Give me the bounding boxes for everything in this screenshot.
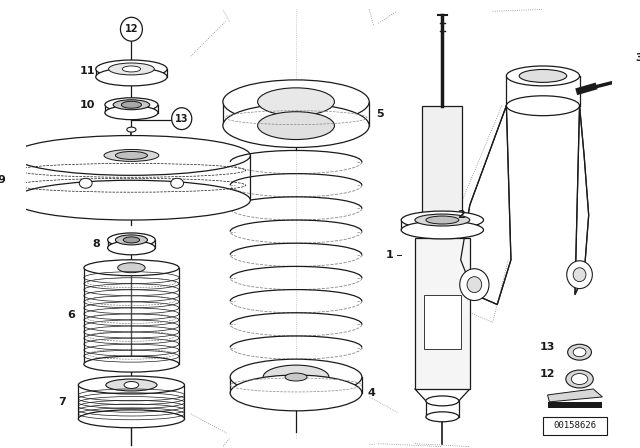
Ellipse shape	[634, 69, 640, 79]
Circle shape	[460, 269, 489, 301]
Ellipse shape	[124, 382, 139, 388]
Ellipse shape	[106, 379, 157, 391]
Ellipse shape	[78, 410, 184, 428]
Ellipse shape	[78, 376, 184, 394]
Ellipse shape	[105, 106, 158, 120]
Ellipse shape	[108, 233, 155, 247]
Ellipse shape	[230, 375, 362, 411]
Ellipse shape	[415, 214, 470, 226]
Circle shape	[567, 261, 593, 289]
Text: 10: 10	[80, 100, 95, 110]
Bar	[548, 402, 602, 408]
Ellipse shape	[122, 101, 141, 108]
Text: 1: 1	[385, 250, 393, 260]
Ellipse shape	[223, 80, 369, 124]
Text: 12: 12	[125, 24, 138, 34]
Text: 2: 2	[457, 210, 465, 220]
Text: 6: 6	[67, 310, 75, 320]
Ellipse shape	[263, 365, 329, 389]
Circle shape	[467, 277, 482, 293]
Ellipse shape	[519, 69, 567, 82]
Polygon shape	[461, 106, 511, 305]
Text: 8: 8	[93, 239, 100, 249]
Ellipse shape	[426, 412, 459, 422]
Ellipse shape	[118, 263, 145, 273]
Bar	[415, 238, 470, 389]
Text: 3: 3	[635, 53, 640, 63]
Text: 4: 4	[367, 388, 375, 398]
Text: 13: 13	[175, 114, 188, 124]
Circle shape	[120, 17, 142, 41]
Ellipse shape	[426, 216, 459, 224]
Text: 13: 13	[540, 342, 556, 352]
Bar	[543, 417, 607, 435]
Ellipse shape	[13, 136, 250, 175]
Ellipse shape	[96, 60, 167, 78]
Ellipse shape	[566, 370, 593, 388]
Ellipse shape	[506, 96, 580, 116]
Ellipse shape	[230, 359, 362, 395]
Ellipse shape	[108, 241, 155, 255]
Ellipse shape	[258, 88, 335, 116]
Ellipse shape	[104, 150, 159, 161]
Circle shape	[573, 268, 586, 282]
Ellipse shape	[426, 396, 459, 406]
Ellipse shape	[223, 104, 369, 147]
Polygon shape	[575, 106, 589, 294]
Ellipse shape	[113, 100, 150, 110]
Ellipse shape	[84, 356, 179, 372]
Ellipse shape	[84, 260, 179, 276]
Ellipse shape	[122, 66, 141, 72]
Ellipse shape	[285, 373, 307, 381]
Ellipse shape	[127, 127, 136, 132]
Polygon shape	[548, 389, 602, 402]
Circle shape	[172, 108, 192, 129]
Text: 7: 7	[58, 397, 66, 407]
Ellipse shape	[105, 98, 158, 112]
Text: 5: 5	[376, 109, 384, 119]
Ellipse shape	[401, 221, 483, 239]
Text: 12: 12	[540, 369, 556, 379]
Ellipse shape	[123, 237, 140, 243]
Ellipse shape	[568, 344, 591, 360]
Ellipse shape	[109, 63, 154, 75]
Ellipse shape	[401, 211, 483, 229]
Text: 11: 11	[80, 66, 95, 76]
Bar	[424, 294, 461, 349]
Ellipse shape	[115, 151, 147, 159]
Ellipse shape	[258, 112, 335, 139]
Ellipse shape	[572, 374, 588, 384]
Ellipse shape	[171, 178, 184, 188]
Bar	[422, 106, 463, 220]
Ellipse shape	[79, 178, 92, 188]
Ellipse shape	[573, 348, 586, 357]
Ellipse shape	[115, 235, 147, 245]
Text: 00158626: 00158626	[554, 421, 596, 430]
Ellipse shape	[96, 68, 167, 86]
Ellipse shape	[13, 180, 250, 220]
Ellipse shape	[506, 66, 580, 86]
Text: 9: 9	[0, 175, 6, 185]
